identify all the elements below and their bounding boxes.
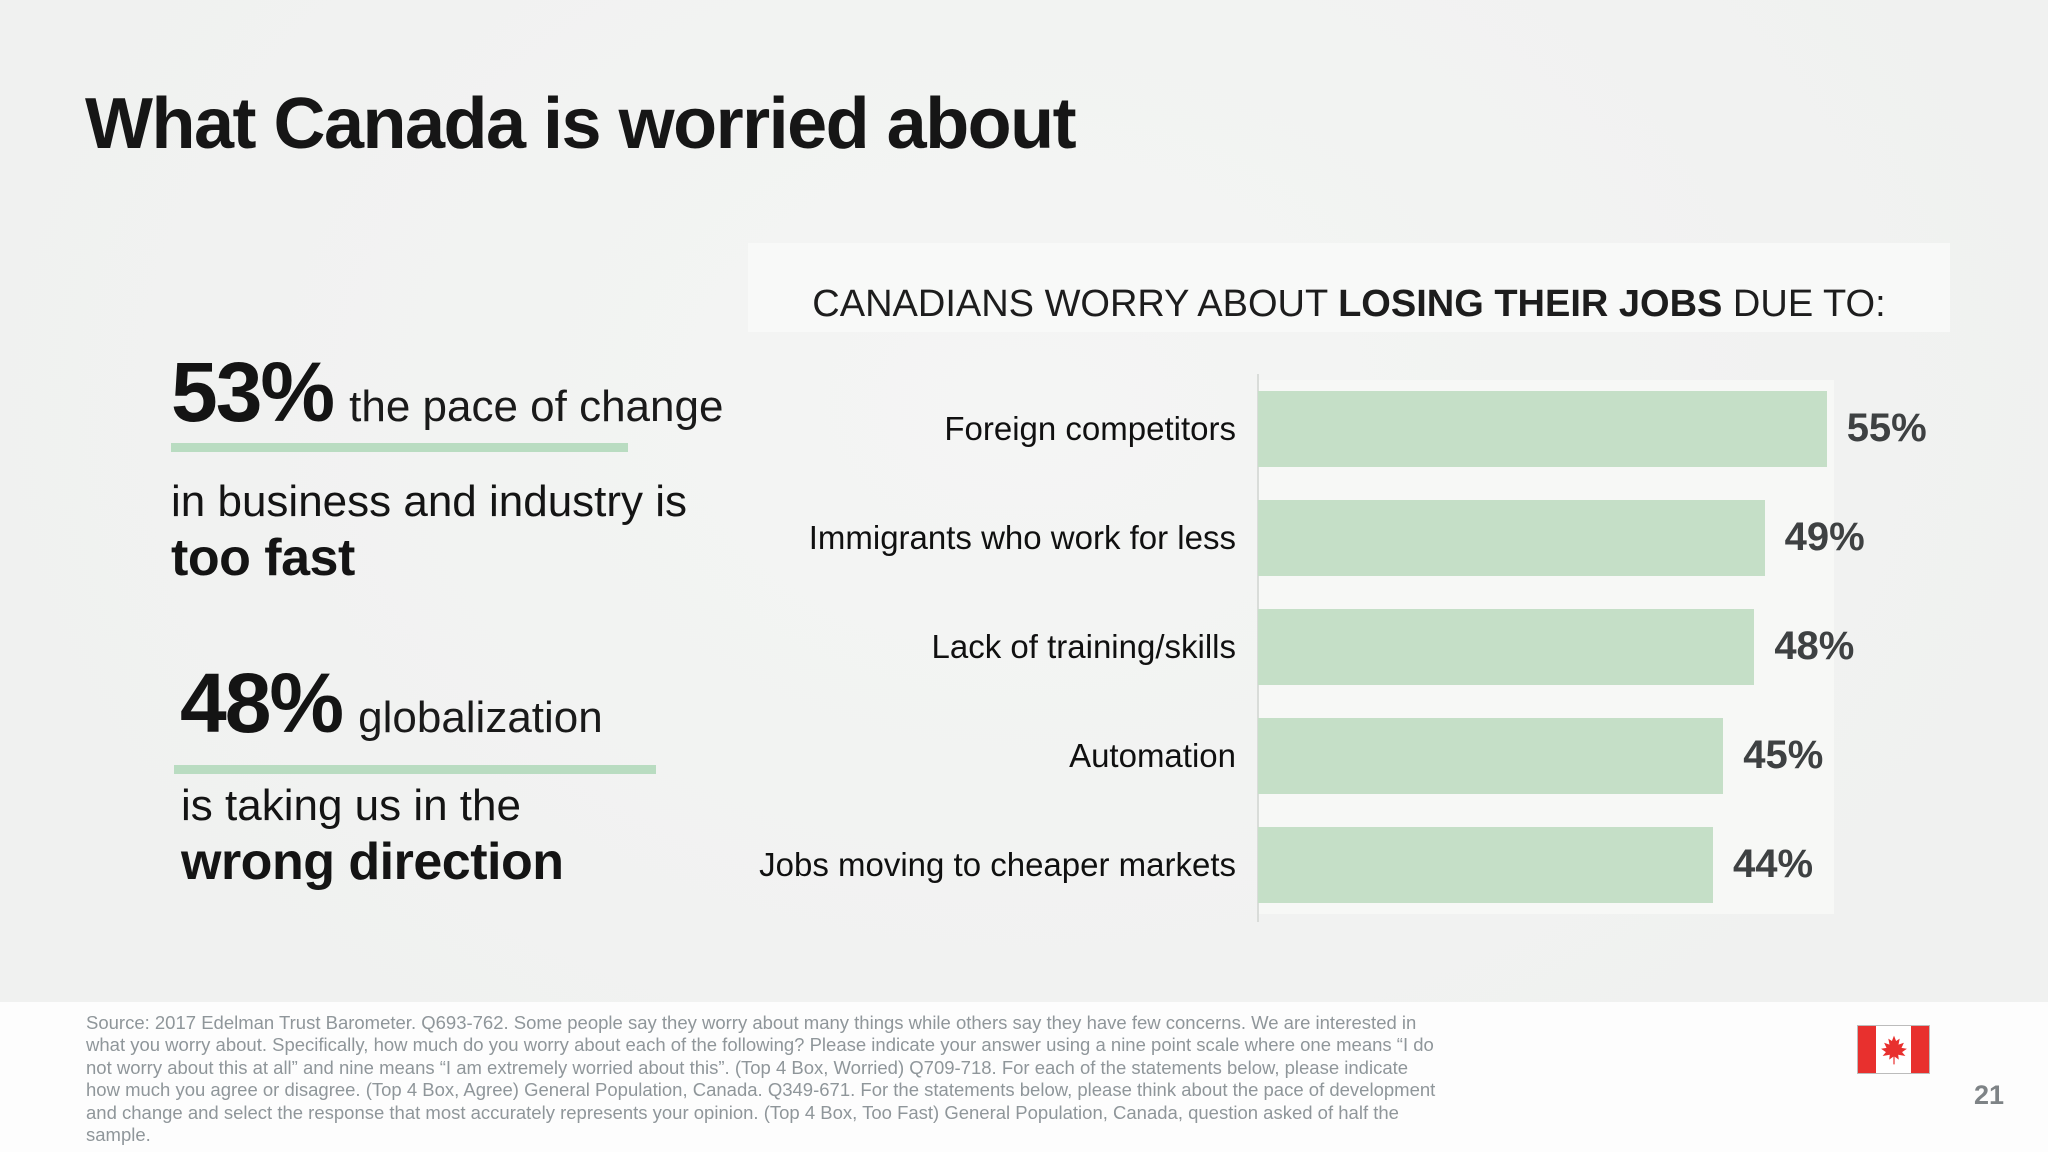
stat-48-header: 48% globalization: [180, 661, 603, 745]
bar-value: 44%: [1732, 842, 1814, 886]
bar-label: Immigrants who work for less: [808, 518, 1236, 556]
bar-row-foreign-competitors: Foreign competitors 55%: [748, 374, 2048, 483]
bar-value: 48%: [1774, 624, 1855, 668]
flag-red-band-left: [1858, 1026, 1876, 1073]
stat-53-header: 53% the pace of change: [171, 350, 723, 434]
flag-red-band-right: [1911, 1026, 1929, 1073]
chart-header-panel: [748, 243, 1950, 332]
stat-48-paragraph: is taking us in the wrong direction: [181, 780, 564, 893]
page-number: 21: [1973, 1080, 2004, 1110]
source-line: and change and select the response that …: [86, 1101, 1399, 1123]
source-line: not worry about this at all” and nine me…: [86, 1056, 1409, 1078]
bar-value: 49%: [1784, 515, 1865, 559]
bar-row-training-skills: Lack of training/skills 48%: [748, 592, 2048, 701]
green-underline-2: [174, 765, 656, 774]
stat-48-line2: wrong direction: [181, 832, 564, 891]
stat-48-line1: is taking us in the: [181, 781, 521, 830]
bar-fill: [1258, 390, 1827, 467]
flag-white-center: [1875, 1026, 1912, 1073]
stat-53-paragraph: in business and industry is too fast: [171, 476, 687, 589]
source-line: what you worry about. Specifically, how …: [86, 1034, 1434, 1056]
bar-label: Lack of training/skills: [931, 627, 1236, 665]
bar-label: Jobs moving to cheaper markets: [759, 845, 1236, 883]
source-line: how much you agree or disagree. (Top 4 B…: [86, 1079, 1436, 1101]
chart-title-bold: LOSING THEIR JOBS: [1338, 283, 1723, 325]
chart-title-suffix: DUE TO:: [1722, 283, 1886, 325]
bar-row-cheaper-markets: Jobs moving to cheaper markets 44%: [748, 810, 2048, 919]
chart-title-prefix: CANADIANS WORRY ABOUT: [812, 283, 1339, 325]
bar-fill: [1258, 826, 1713, 903]
source-text: Source: 2017 Edelman Trust Barometer. Q6…: [86, 1012, 1516, 1146]
source-line: Source: 2017 Edelman Trust Barometer. Q6…: [86, 1012, 1417, 1033]
chart-title: CANADIANS WORRY ABOUT LOSING THEIR JOBS …: [748, 285, 1950, 323]
bar-fill: [1258, 608, 1755, 685]
source-line: sample.: [86, 1124, 151, 1146]
page-title: What Canada is worried about: [85, 84, 1077, 164]
stat-53-topic: the pace of change: [349, 382, 724, 431]
footer-band: [0, 1002, 2048, 1152]
stat-48-topic: globalization: [358, 693, 603, 742]
stat-53-percent: 53%: [171, 345, 335, 439]
bar-label: Foreign competitors: [944, 409, 1236, 447]
bar-chart: Foreign competitors 55% Immigrants who w…: [748, 374, 2048, 919]
bar-row-automation: Automation 45%: [748, 701, 2048, 810]
maple-leaf-icon: [1880, 1035, 1907, 1064]
bar-value: 45%: [1743, 733, 1824, 777]
stat-48-percent: 48%: [180, 656, 344, 750]
canada-flag-icon: [1857, 1025, 1930, 1074]
bar-row-immigrants: Immigrants who work for less 49%: [748, 483, 2048, 592]
green-underline-1: [171, 443, 628, 452]
stat-53-line2: too fast: [171, 528, 355, 587]
stat-53-line1: in business and industry is: [171, 477, 688, 526]
bar-value: 55%: [1846, 406, 1927, 450]
bar-label: Automation: [1069, 736, 1236, 774]
bar-fill: [1258, 717, 1724, 794]
bar-fill: [1258, 499, 1765, 576]
